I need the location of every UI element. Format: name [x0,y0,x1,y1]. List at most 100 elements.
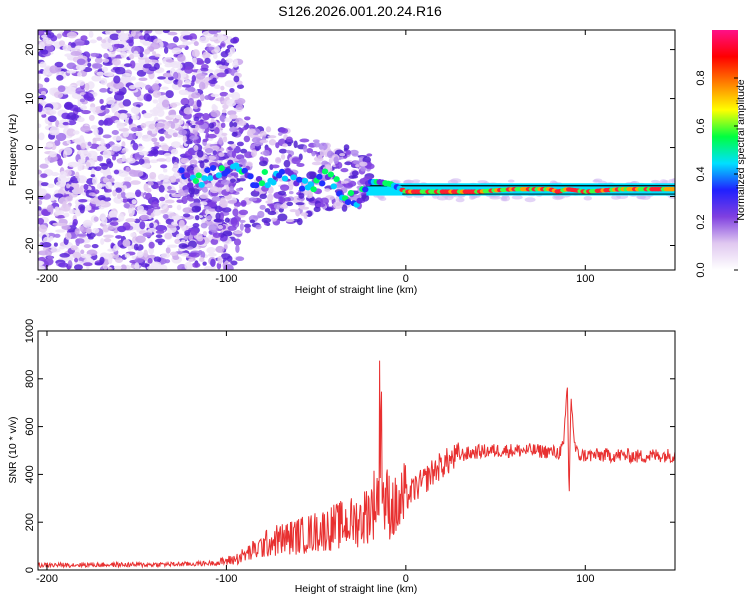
spectrogram-cell [151,137,158,143]
spectrogram-cell [112,135,123,141]
spectrogram-cell [135,235,146,244]
spectrogram-cell [38,98,43,102]
spectrogram-cell [96,183,103,190]
spectrogram-cell [167,31,178,36]
spectrogram-cell [81,109,91,115]
spectrogram-cell [157,173,166,181]
spectrogram-cell [226,99,237,107]
spectrogram-cell [320,197,329,205]
spectrogram-cell [221,108,227,114]
spectrogram-cell [315,202,326,208]
y-tick-label: 1000 [24,319,36,343]
spectrogram-cell [207,252,217,257]
spectrogram-cell [245,161,253,168]
spectrogram-cell [99,256,105,265]
spectrogram-cell [136,69,147,77]
spectrogram-cell [125,166,130,172]
spectrogram-cell [203,265,213,270]
signal-cell [321,168,329,175]
spectrogram-cell [191,262,201,268]
spectrogram-cell [67,265,72,269]
spectrogram-cell [202,113,210,121]
spectrogram-cell [164,199,175,204]
spectrogram-cell [201,186,208,193]
spectrogram-cell [117,32,128,41]
spectrogram-cell [68,192,79,198]
y-tick-label: 400 [24,465,36,483]
spectrogram-cell [303,145,308,153]
signal-cell [270,179,277,186]
spectrogram-cell [149,172,157,180]
spectrogram-cell [178,129,188,136]
spectrogram-cell [233,75,240,83]
spectrogram-cell [199,256,205,262]
spectrogram-cell [152,209,162,216]
spectrogram-cell [47,115,57,123]
spectrogram-cell [207,155,217,160]
spectrogram-cell [67,161,79,168]
spectrogram-cell [143,33,151,42]
spectrogram-cell [265,200,273,204]
spectrogram-x-ticks: -200 -100 0 100 [36,30,594,285]
spectrogram-cell [220,179,231,185]
spectrogram-cell [162,30,170,34]
spectrogram-cell [177,119,184,125]
spectrogram-cell [208,30,219,35]
spectrogram-cell [210,258,216,268]
spectrogram-cell [114,66,126,75]
spectrogram-cell [130,30,136,37]
spectrogram-cell [57,85,66,93]
spectrogram-cell [125,218,136,223]
spectrogram-cell [72,130,80,135]
y-tick-label: 10 [24,92,36,104]
spectrogram-cell [174,238,181,245]
spectrogram-cell [153,256,162,263]
spectrogram-cell [131,199,137,205]
spectrogram-cell [285,218,295,223]
spectrogram-cell [250,149,257,157]
spectrogram-cell [198,36,210,44]
spectrogram-cell [131,114,140,121]
spectrogram-cell [155,224,166,232]
spectrogram-cell [130,264,136,269]
spectrogram-cell [204,57,211,64]
spectrogram-cell [120,264,127,270]
spectrogram-cell [259,156,265,162]
spectrogram-cell [241,201,247,206]
signal-cell [218,165,225,172]
spectrogram-cell [318,142,328,151]
spectrogram-cell [105,143,111,149]
spectrogram-cell [92,227,100,234]
spectrogram-cell [651,179,660,184]
spectrogram-cell [170,121,176,129]
spectrogram-cell [328,157,333,164]
spectrogram-cell [160,164,168,169]
spectrogram-cell [89,143,100,149]
spectrogram-cell [195,73,206,80]
spectrogram-cell [88,30,94,38]
spectrogram-cell [115,30,122,34]
spectrogram-cell [142,232,153,238]
spectrogram-cell [222,103,229,110]
spectrogram-cell [345,149,351,155]
spectrogram-cell [164,232,172,240]
y-tick-label: -10 [24,189,36,205]
spectrogram-cell [178,219,185,228]
spectrogram-cell [366,153,373,157]
spectrogram-cell [169,251,178,256]
spectrogram-cell [176,204,182,211]
spectrogram-cell [305,210,313,217]
spectrogram-cell [184,79,192,85]
spectrogram-cell [155,238,166,243]
spectrogram-cell [89,39,97,44]
spectrogram-cell [107,225,115,232]
spectrogram-cell [238,120,247,126]
spectrogram-cell [109,221,119,226]
spectrogram-cell [217,224,224,230]
spectrogram-cell [128,85,137,90]
spectrogram-cell [216,72,227,78]
spectrogram-cell [218,152,225,157]
spectrogram-cell [141,134,153,142]
spectrogram-cell [306,171,316,180]
spectrogram-cell [83,183,89,190]
